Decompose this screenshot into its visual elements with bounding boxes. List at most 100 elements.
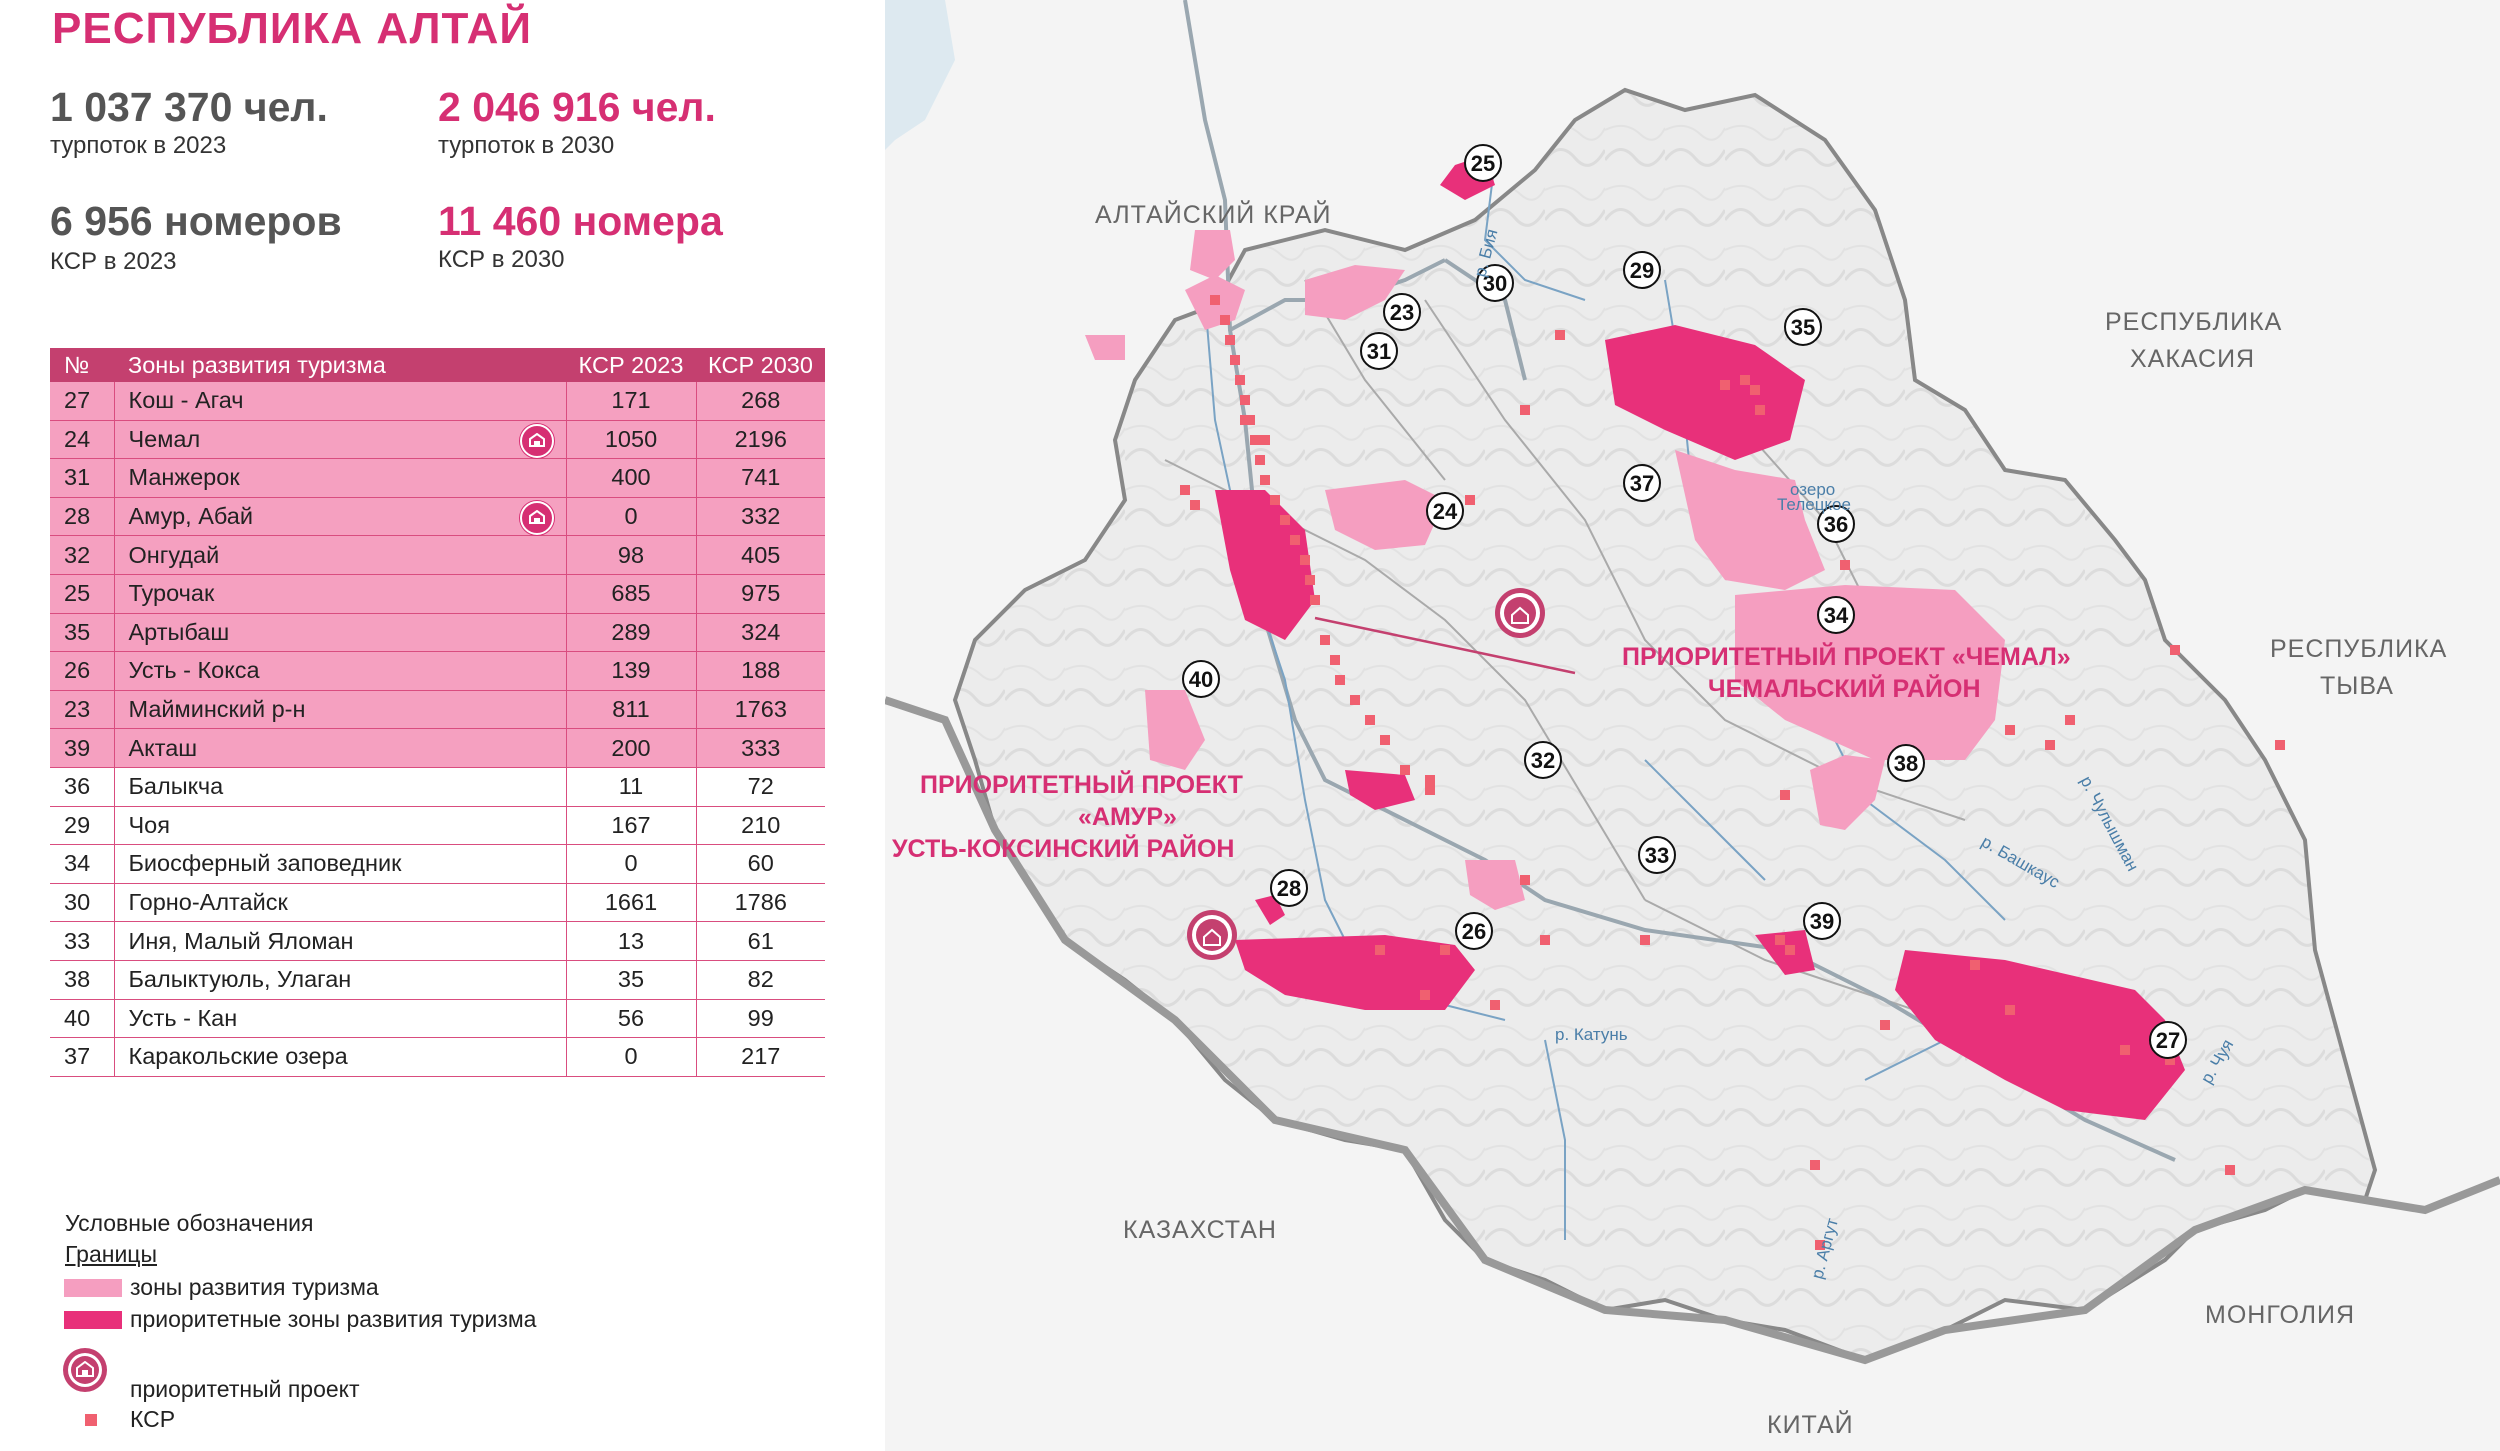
zone-number-cell: 23 [50, 690, 114, 730]
legend-borders-label: Границы [65, 1241, 157, 1267]
ksr-2030-cell-text: 741 [741, 464, 781, 491]
zone-label-40[interactable]: 40 [1182, 660, 1220, 698]
zone-label-39[interactable]: 39 [1803, 902, 1841, 940]
zone-31 [1085, 335, 1125, 360]
ksr-marker [1540, 935, 1550, 945]
ksr-marker [1260, 475, 1270, 485]
zone-name-cell: Горно-Алтайск [113, 883, 566, 923]
label-altai-krai: АЛТАЙСКИЙ КРАЙ [1095, 199, 1331, 229]
chemal-project-marker[interactable] [1314, 588, 1576, 675]
ksr-marker [1520, 405, 1530, 415]
zone-number-cell-text: 31 [64, 464, 91, 491]
amur-project-marker[interactable] [1187, 910, 1237, 960]
ksr-2023-cell-text: 0 [624, 850, 638, 877]
zone-name-cell: Усть - Кан [113, 999, 566, 1039]
table-row: 38 Балыктуюль, Улаган 35 82 [50, 960, 825, 1000]
tourist-flow-2030-value: 2 046 916 чел. [438, 84, 716, 130]
ksr-2023-cell: 35 [565, 960, 696, 1000]
zone-name-cell-text: Биосферный заповедник [128, 850, 402, 877]
zone-number-cell: 35 [50, 613, 114, 653]
zone-24 [1215, 490, 1315, 640]
zone-name-cell-text: Акташ [128, 734, 198, 761]
zone-name-cell-text: Артыбаш [128, 618, 230, 645]
zone-32 [1345, 770, 1415, 810]
ksr-marker [1465, 495, 1475, 505]
ksr-marker [1555, 330, 1565, 340]
ksr-2030-cell: 2196 [695, 420, 825, 460]
ksr-marker [1280, 515, 1290, 525]
legend-priority-swatch [64, 1311, 122, 1329]
zone-label-33[interactable]: 33 [1638, 836, 1676, 874]
zone-label-36[interactable]: 36 [1817, 505, 1855, 543]
zone-number-cell-text: 25 [64, 580, 91, 607]
zone-label-23[interactable]: 23 [1383, 293, 1421, 331]
ksr-marker [1785, 945, 1795, 955]
zone-number-cell: 33 [50, 921, 114, 961]
zone-number-cell: 34 [50, 844, 114, 884]
ksr-2030-cell-text: 61 [747, 927, 774, 954]
zone-name-cell-text: Чоя [128, 811, 170, 838]
table-row: 33 Иня, Малый Яломан 13 61 [50, 921, 825, 961]
water-body [885, 0, 955, 150]
ksr-marker [1250, 435, 1260, 445]
ksr-2023-cell: 289 [565, 613, 696, 653]
zone-label-30[interactable]: 30 [1476, 264, 1514, 302]
zone-label-text: 25 [1471, 151, 1495, 176]
zone-34 [1735, 585, 2005, 760]
zone-label-35[interactable]: 35 [1784, 308, 1822, 346]
zone-label-29[interactable]: 29 [1623, 251, 1661, 289]
zone-number-cell: 24 [50, 420, 114, 460]
zone-number-cell-text: 40 [64, 1004, 91, 1031]
zone-label-text: 31 [1367, 339, 1391, 364]
ksr-2023-cell-text: 685 [611, 580, 651, 607]
label-khakassia-1: РЕСПУБЛИКА [2105, 308, 2282, 336]
ksr-2030-cell: 61 [695, 921, 825, 961]
zone-number-cell-text: 34 [64, 850, 91, 877]
zone-label-text: 29 [1630, 258, 1654, 283]
zone-label-text: 24 [1433, 499, 1458, 524]
zone-name-cell: Артыбаш [113, 613, 566, 653]
ksr-2023-cell: 1050 [565, 420, 696, 460]
ksr-2030-cell: 210 [695, 806, 825, 846]
zone-label-24[interactable]: 24 [1426, 492, 1464, 530]
zone-30 [1190, 230, 1235, 280]
zone-areas [1085, 155, 2185, 1120]
ksr-2023-cell-text: 811 [612, 696, 650, 723]
zone-name-cell-text: Усть - Кокса [128, 657, 260, 684]
ksr-marker [1230, 355, 1240, 365]
ksr-marker [1425, 785, 1435, 795]
zone-number-cell-text: 29 [64, 811, 91, 838]
ksr-marker [1750, 385, 1760, 395]
table-row: 34 Биосферный заповедник 0 60 [50, 844, 825, 884]
zone-label-28[interactable]: 28 [1270, 869, 1308, 907]
zone-label-31[interactable]: 31 [1360, 332, 1398, 370]
zone-label-25[interactable]: 25 [1464, 144, 1502, 182]
zone-name-cell-text: Турочак [128, 580, 215, 607]
zone-name-cell: Амур, Абай [113, 497, 566, 537]
ksr-2030-cell: 333 [695, 728, 825, 768]
zone-label-34[interactable]: 34 [1817, 596, 1855, 634]
zone-label-text: 35 [1791, 315, 1815, 340]
map[interactable]: 23 24 25 26 27 28 29 30 31 32 33 34 35 36 37 38 39 40 ПРИ… [885, 0, 2500, 1451]
label-china: КИТАЙ [1767, 1409, 1854, 1439]
ksr-2023-cell-text: 35 [617, 966, 645, 993]
zone-number-cell: 32 [50, 535, 114, 575]
zone-label-32[interactable]: 32 [1524, 741, 1562, 779]
ksr-marker [1755, 405, 1765, 415]
zone-label-text: 38 [1894, 751, 1918, 776]
zone-label-38[interactable]: 38 [1887, 744, 1925, 782]
zone-label-26[interactable]: 26 [1455, 912, 1493, 950]
ksr-2023-cell-text: 400 [611, 464, 651, 491]
table-row: 40 Усть - Кан 56 99 [50, 999, 825, 1039]
zone-label-37[interactable]: 37 [1623, 464, 1661, 502]
table-row: 35 Артыбаш 289 324 [50, 613, 825, 653]
ksr-2030-cell-text: 324 [741, 618, 781, 645]
table-row: 39 Акташ 200 333 [50, 728, 825, 768]
table-row: 37 Каракольские озера 0 217 [50, 1037, 825, 1077]
zone-label-27[interactable]: 27 [2149, 1021, 2187, 1059]
zone-label-text: 34 [1824, 603, 1849, 628]
zone-name-cell-text: Балыкча [128, 773, 224, 800]
zone-number-cell: 37 [50, 1037, 114, 1077]
zone-name-cell-text: Кош - Агач [128, 387, 244, 414]
legend-ksr-marker [85, 1414, 97, 1426]
